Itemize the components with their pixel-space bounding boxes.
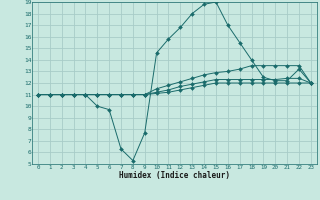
- X-axis label: Humidex (Indice chaleur): Humidex (Indice chaleur): [119, 171, 230, 180]
